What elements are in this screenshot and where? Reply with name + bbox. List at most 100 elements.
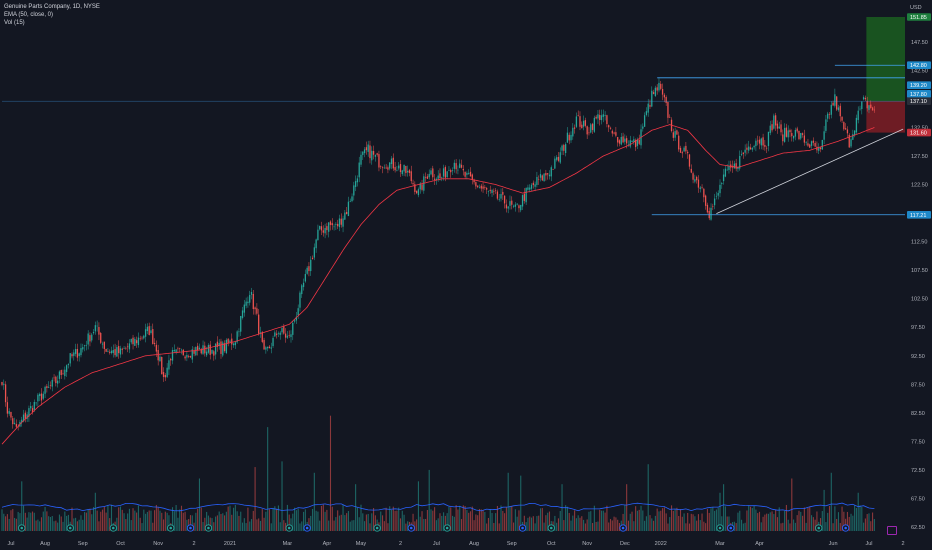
candle-body: [218, 342, 220, 347]
volume-bar: [627, 520, 630, 531]
symbol-title[interactable]: Genuine Parts Company, 1D, NYSE: [4, 4, 100, 10]
candle-body: [342, 218, 344, 227]
candle-body: [760, 138, 762, 146]
volume-bar: [848, 516, 850, 531]
candle-body: [613, 132, 615, 134]
time-tick-label: 2021: [224, 541, 236, 547]
volume-bar: [407, 521, 409, 531]
volume-bar: [554, 515, 556, 531]
candle-body: [584, 120, 587, 126]
candle-body: [83, 345, 86, 347]
volume-bar: [215, 516, 217, 531]
volume-bar: [326, 509, 328, 531]
candle-body: [753, 146, 755, 148]
volume-bar: [294, 507, 296, 531]
candle-body: [127, 346, 129, 348]
candle-body: [188, 356, 190, 357]
volume-bar: [405, 523, 407, 531]
marker-dot: [729, 526, 733, 530]
candle-body: [615, 132, 617, 136]
volume-bar: [660, 510, 662, 531]
candle-body: [200, 349, 202, 354]
volume-bar: [118, 507, 120, 531]
volume-bar: [678, 515, 680, 531]
bottom-right-icon[interactable]: [887, 526, 897, 535]
candle-body: [861, 101, 863, 110]
volume-bar: [252, 510, 254, 531]
candle-body: [536, 177, 538, 185]
volume-bar: [26, 517, 28, 531]
candle-body: [153, 342, 156, 345]
marker-dot: [844, 526, 847, 530]
candle-body: [866, 101, 868, 109]
volume-bar: [173, 511, 175, 531]
candle-body: [665, 97, 667, 103]
candle-body: [800, 132, 802, 139]
candle-body: [480, 185, 482, 189]
candle-body: [417, 189, 420, 196]
drawings-layer[interactable]: [2, 64, 905, 216]
volume-bar: [125, 519, 127, 531]
volume-bar: [609, 518, 612, 531]
volume-bar: [669, 517, 671, 531]
volume-bar: [633, 521, 635, 531]
candle-body: [717, 192, 719, 196]
candle-body: [496, 191, 499, 199]
candle-body: [283, 325, 285, 334]
candle-body: [859, 108, 861, 110]
candle-body: [344, 212, 346, 220]
candle-body: [703, 188, 705, 198]
volume-bar: [428, 469, 430, 531]
candle-body: [275, 333, 278, 335]
price-tag: [907, 128, 931, 137]
volume-bar: [259, 520, 262, 531]
volume-bar: [604, 512, 606, 531]
volume-bar: [855, 508, 857, 531]
event-markers-layer[interactable]: [18, 524, 850, 532]
volume-bar: [380, 511, 382, 531]
volume-bar: [234, 504, 236, 531]
candle-body: [87, 333, 89, 345]
candle-body: [324, 228, 326, 234]
ema-legend[interactable]: EMA (50, close, 0): [4, 12, 54, 18]
volume-bar: [123, 513, 125, 531]
volume-bar: [769, 512, 771, 531]
candle-body: [590, 124, 592, 133]
candle-body: [223, 343, 226, 352]
price-tick-label: 147.50: [911, 40, 928, 46]
volume-bar: [653, 520, 655, 531]
candle-body: [412, 183, 414, 185]
time-tick-label: Jul: [433, 541, 440, 547]
marker-dot: [111, 526, 115, 530]
marker-dot: [68, 526, 72, 530]
volume-bar: [805, 522, 807, 531]
volume-bar: [109, 518, 111, 531]
candle-body: [530, 184, 533, 189]
candle-body: [89, 335, 91, 342]
time-axis[interactable]: Jul Aug Sep Oct Nov 2 2021 Mar Apr May 2 Jul Aug Sep O…: [7, 541, 904, 547]
volume-bar: [572, 515, 574, 531]
volume-bar: [642, 510, 644, 531]
candle-body: [722, 174, 725, 182]
candle-body: [247, 301, 249, 304]
volume-bar: [556, 522, 558, 531]
candle-body: [462, 168, 464, 171]
candle-body: [225, 339, 228, 354]
candle-body: [8, 411, 10, 414]
candle-body: [566, 132, 569, 143]
volume-bar: [31, 511, 34, 531]
volume-bar: [868, 513, 870, 531]
volume-bar: [310, 515, 312, 531]
candle-body: [453, 162, 455, 169]
volume-bar: [802, 515, 804, 531]
candle-body: [164, 374, 166, 378]
currency-label: USD: [910, 5, 922, 11]
volume-bar: [329, 415, 332, 531]
position-tool[interactable]: [866, 17, 905, 133]
marker-dot: [817, 526, 821, 530]
candle-body: [6, 402, 9, 414]
candle-body: [240, 315, 242, 332]
candle-body: [749, 147, 752, 150]
volume-legend[interactable]: Vol (15): [4, 20, 25, 26]
